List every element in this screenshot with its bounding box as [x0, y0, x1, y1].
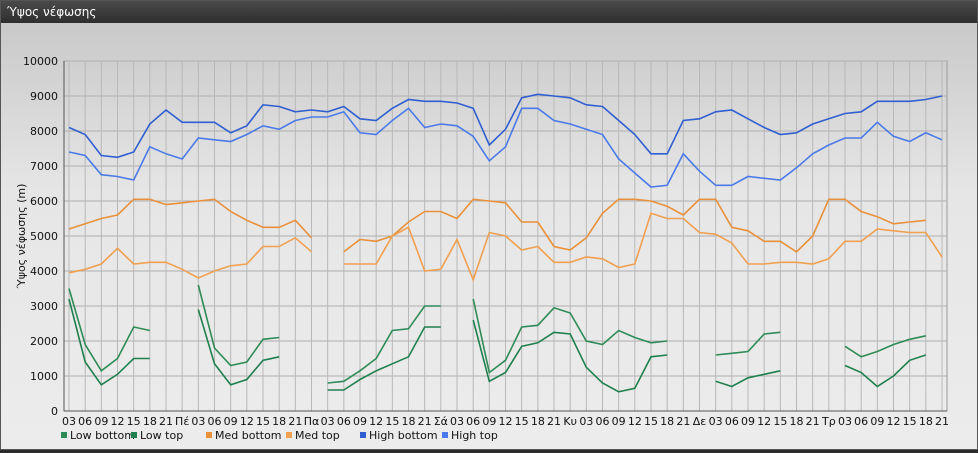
x-tick-label: 12 [369, 415, 383, 428]
x-tick-label: 12 [757, 415, 771, 428]
x-tick-label: 21 [288, 415, 302, 428]
y-tick-label: 2000 [30, 335, 58, 348]
x-tick-label: Πα [304, 415, 320, 428]
x-tick-label: 21 [159, 415, 173, 428]
x-tick-label: 18 [660, 415, 674, 428]
legend-swatch [442, 432, 448, 438]
legend-swatch [360, 432, 366, 438]
x-tick-label: 03 [62, 415, 76, 428]
x-tick-label: 09 [353, 415, 367, 428]
legend-label: Med top [295, 429, 340, 442]
x-tick-label: 21 [676, 415, 690, 428]
x-tick-label: 18 [919, 415, 933, 428]
x-tick-label: 06 [725, 415, 739, 428]
x-tick-label: 03 [450, 415, 464, 428]
x-tick-label: 06 [78, 415, 92, 428]
x-tick-label: 06 [596, 415, 610, 428]
y-tick-label: 6000 [30, 195, 58, 208]
x-tick-label: 06 [854, 415, 868, 428]
series-line-high-top [68, 107, 943, 188]
series-line-med-bottom [68, 198, 926, 253]
x-tick-label: 03 [579, 415, 593, 428]
x-tick-label: 06 [208, 415, 222, 428]
y-tick-label: 7000 [30, 160, 58, 173]
y-axis-label: Ύψος νέφωσης (m) [15, 184, 28, 290]
y-tick-label: 8000 [30, 125, 58, 138]
x-tick-label: 18 [790, 415, 804, 428]
x-tick-label: 18 [143, 415, 157, 428]
y-tick-label: 10000 [23, 55, 58, 68]
x-tick-label: 15 [515, 415, 529, 428]
series-line-high-bottom [68, 93, 943, 159]
x-tick-label: 03 [709, 415, 723, 428]
x-tick-label: 21 [418, 415, 432, 428]
x-tick-label: 12 [628, 415, 642, 428]
x-tick-label: Δε [693, 415, 707, 428]
x-tick-label: 09 [612, 415, 626, 428]
x-tick-label: 15 [903, 415, 917, 428]
y-tick-label: 5000 [30, 230, 58, 243]
x-tick-label: 12 [240, 415, 254, 428]
x-tick-label: 15 [644, 415, 658, 428]
x-tick-label: 21 [935, 415, 949, 428]
y-tick-label: 4000 [30, 265, 58, 278]
legend-swatch [61, 432, 67, 438]
x-tick-label: 21 [806, 415, 820, 428]
x-tick-label: 06 [466, 415, 480, 428]
y-tick-label: 1000 [30, 370, 58, 383]
x-tick-label: 21 [547, 415, 561, 428]
series-line-low-top [68, 298, 927, 393]
x-tick-label: 03 [321, 415, 335, 428]
x-tick-label: 15 [773, 415, 787, 428]
legend-label: Med bottom [215, 429, 282, 442]
legend-swatch [131, 432, 137, 438]
series-line-low-bottom [68, 284, 926, 384]
legend-label: Low bottom [70, 429, 135, 442]
y-tick-label: 3000 [30, 300, 58, 313]
x-tick-label: 18 [402, 415, 416, 428]
x-tick-label: 09 [870, 415, 884, 428]
x-tick-label: 06 [337, 415, 351, 428]
legend-swatch [286, 432, 292, 438]
x-tick-label: 12 [499, 415, 513, 428]
y-tick-label: 9000 [30, 90, 58, 103]
x-tick-label: 03 [838, 415, 852, 428]
legend-label: Low top [140, 429, 183, 442]
x-tick-label: 15 [385, 415, 399, 428]
x-tick-label: 12 [111, 415, 125, 428]
x-tick-label: 18 [531, 415, 545, 428]
legend-label: High bottom [369, 429, 438, 442]
legend-label: High top [451, 429, 498, 442]
x-tick-label: 15 [127, 415, 141, 428]
x-tick-label: Κυ [563, 415, 577, 428]
series-line-med-top [68, 212, 943, 283]
chart-area: 0 1000 2000 3000 4000 5000 6000 7000 8000 9000 100… [1, 23, 977, 449]
x-tick-label: 15 [256, 415, 270, 428]
x-tick-label: Πέ [175, 415, 189, 428]
y-tick-label: 0 [51, 405, 58, 418]
cloud-height-chart: 0 1000 2000 3000 4000 5000 6000 7000 8000 9000 100… [15, 55, 949, 442]
legend-swatch [206, 432, 212, 438]
x-tick-label: Σά [434, 415, 448, 428]
x-tick-label: 09 [741, 415, 755, 428]
x-tick-label: 09 [94, 415, 108, 428]
x-tick-label: 09 [224, 415, 238, 428]
x-tick-label: 09 [482, 415, 496, 428]
x-tick-label: 18 [272, 415, 286, 428]
x-tick-label: Τρ [821, 415, 836, 428]
x-tick-label: 12 [887, 415, 901, 428]
window-title: Ύψος νέφωσης [1, 1, 977, 23]
x-tick-label: 03 [191, 415, 205, 428]
